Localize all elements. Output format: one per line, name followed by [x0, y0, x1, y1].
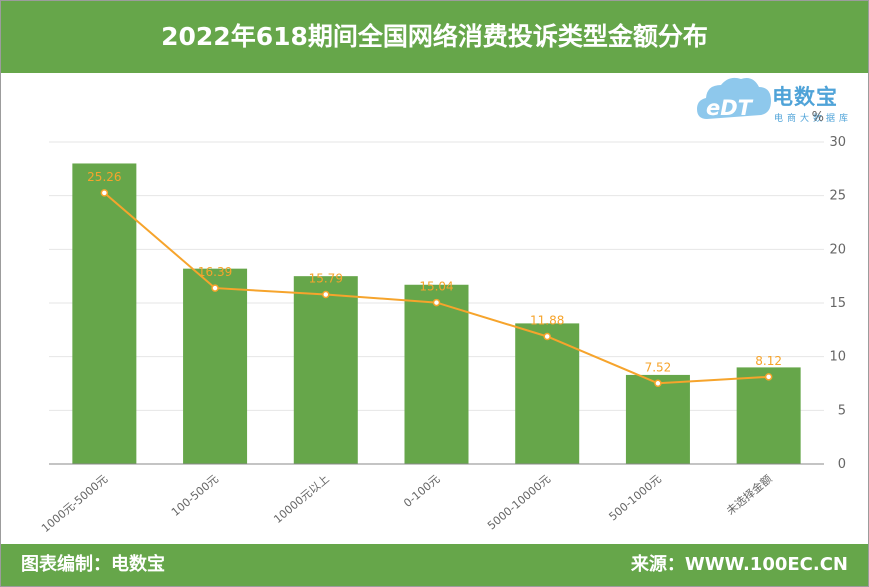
logo: eDT 电数宝 电商大数据库: [695, 73, 865, 127]
y-tick-label: 5: [838, 403, 846, 418]
y-tick-label: 0: [838, 457, 846, 472]
x-tick-label: 未选择金额: [723, 472, 774, 518]
data-labels: 25.26 16.39 15.79 15.04 11.88 7.52 8.12: [87, 170, 782, 374]
y-axis-labels: 0 5 10 15 20 25 30: [829, 135, 846, 472]
cloud-logo-icon: eDT: [697, 77, 771, 120]
bar: [625, 374, 690, 464]
data-label: 15.79: [309, 272, 343, 286]
x-tick-label: 10000元以上: [271, 472, 331, 526]
footer-source: 来源：WWW.100EC.CN: [630, 554, 848, 575]
line-point: [100, 189, 109, 197]
bar: [404, 284, 469, 464]
logo-mark: eDT: [706, 96, 754, 120]
data-label: 16.39: [198, 265, 232, 279]
data-label: 15.04: [419, 280, 453, 294]
x-axis-labels: 1000元-5000元 100-500元 10000元以上 0-100元 5000-10…: [39, 472, 774, 535]
bars: [72, 163, 801, 464]
bar: [72, 163, 137, 464]
data-label: 8.12: [755, 354, 782, 368]
data-label: 25.26: [87, 170, 121, 184]
y-tick-label: 25: [829, 189, 846, 204]
line-point: [432, 298, 441, 307]
logo-name: 电数宝: [772, 85, 838, 109]
x-tick-label: 0-100元: [401, 472, 442, 510]
line-point: [322, 290, 330, 299]
data-label: 11.88: [530, 313, 564, 327]
x-tick-label: 5000-10000元: [485, 472, 553, 532]
data-label: 7.52: [645, 360, 672, 374]
line-point: [211, 284, 219, 292]
line-point: [764, 373, 773, 381]
x-tick-label: 500-1000元: [606, 472, 663, 523]
y-tick-label: 20: [829, 242, 846, 257]
line-point: [543, 332, 551, 341]
line-point: [654, 379, 662, 388]
footer-credit: 图表编制：电数宝: [21, 554, 165, 575]
y-tick-label: 10: [829, 350, 846, 365]
bar: [515, 323, 580, 464]
footer-banner: 图表编制：电数宝 来源：WWW.100EC.CN: [1, 544, 868, 586]
y-tick-label: 15: [829, 296, 846, 311]
title-banner: 2022年618期间全国网络消费投诉类型金额分布: [1, 1, 868, 73]
bar: [736, 367, 801, 464]
logo-subtitle: 电商大数据库: [774, 114, 853, 124]
x-tick-label: 100-500元: [169, 472, 221, 519]
line-series: [100, 189, 773, 388]
y-tick-label: 30: [829, 135, 846, 150]
bar: [183, 268, 248, 464]
x-tick-label: 1000元-5000元: [39, 472, 110, 535]
chart: 1000元-5000元 100-500元 10000元以上 0-100元 5000-10…: [39, 110, 846, 535]
page-title: 2022年618期间全国网络消费投诉类型金额分布: [161, 22, 708, 51]
y-axis-unit: %: [812, 110, 824, 125]
bar: [293, 276, 358, 464]
